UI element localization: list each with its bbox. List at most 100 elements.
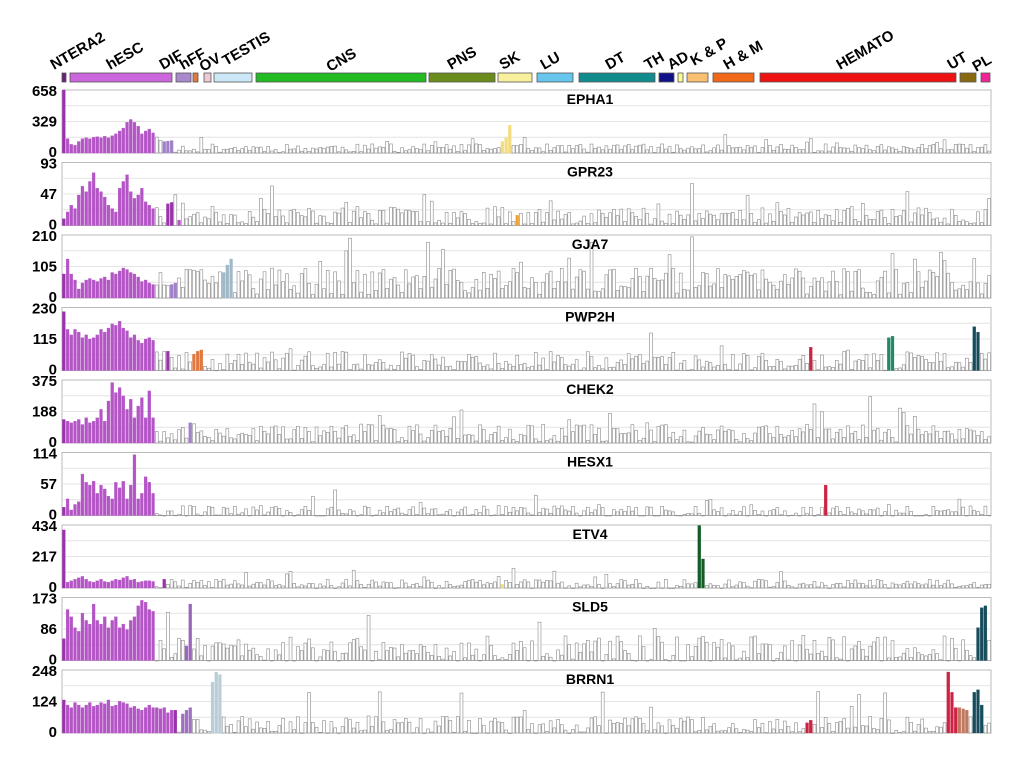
bar bbox=[931, 506, 936, 516]
bar bbox=[214, 282, 218, 299]
bar bbox=[645, 360, 650, 371]
expression-panels: 6583290EPHA193470GPR232101050GJA72301150… bbox=[32, 83, 992, 741]
bar bbox=[166, 351, 170, 371]
bar bbox=[69, 144, 73, 154]
bar bbox=[407, 425, 412, 444]
bar bbox=[433, 644, 438, 661]
bar bbox=[630, 659, 635, 662]
bar bbox=[500, 288, 505, 299]
bar bbox=[537, 441, 542, 444]
bar bbox=[623, 221, 627, 226]
bar bbox=[103, 703, 107, 734]
bar bbox=[727, 642, 731, 661]
bar bbox=[340, 582, 345, 589]
bar bbox=[983, 725, 988, 734]
bar bbox=[753, 221, 757, 226]
bar bbox=[489, 720, 493, 734]
bar bbox=[719, 213, 724, 226]
bar bbox=[604, 732, 609, 734]
bar bbox=[277, 725, 282, 734]
bar bbox=[210, 440, 215, 444]
bar bbox=[526, 729, 531, 734]
bar bbox=[649, 429, 653, 444]
bar bbox=[95, 188, 99, 226]
bar bbox=[203, 216, 207, 226]
bar bbox=[593, 716, 598, 734]
bar bbox=[571, 431, 575, 444]
bars-epha1 bbox=[62, 89, 991, 154]
bar bbox=[842, 147, 846, 154]
bar bbox=[337, 363, 341, 371]
bar bbox=[801, 582, 806, 589]
bar bbox=[641, 291, 646, 299]
bar bbox=[329, 146, 334, 154]
bar bbox=[742, 506, 746, 516]
bar bbox=[682, 429, 687, 444]
tissue-label-ut: UT bbox=[945, 49, 971, 74]
bar bbox=[266, 511, 270, 516]
bar bbox=[311, 441, 315, 444]
bar bbox=[314, 515, 319, 517]
bar bbox=[325, 270, 330, 299]
gene-title: SLD5 bbox=[572, 599, 608, 615]
bar bbox=[99, 484, 103, 516]
bar bbox=[73, 627, 77, 661]
bar bbox=[381, 362, 386, 371]
y-tick-label: 0 bbox=[49, 507, 57, 524]
bar bbox=[671, 511, 676, 516]
bar bbox=[426, 221, 430, 226]
bar bbox=[541, 151, 545, 154]
bar bbox=[299, 359, 304, 371]
bar bbox=[916, 515, 921, 517]
bar bbox=[62, 638, 66, 661]
bar bbox=[842, 351, 846, 371]
bar bbox=[485, 635, 490, 661]
bar bbox=[233, 360, 237, 371]
bar bbox=[377, 691, 382, 734]
bar bbox=[526, 512, 531, 516]
bar bbox=[80, 186, 85, 226]
bar bbox=[909, 148, 913, 154]
bar bbox=[415, 275, 419, 299]
bar bbox=[106, 137, 111, 154]
bar bbox=[292, 582, 297, 589]
bar bbox=[835, 431, 839, 444]
bar bbox=[939, 360, 943, 371]
bar bbox=[816, 437, 820, 444]
bar bbox=[664, 732, 668, 734]
bar bbox=[218, 580, 222, 589]
bar bbox=[329, 223, 334, 226]
bar bbox=[448, 428, 453, 444]
bar bbox=[816, 586, 820, 589]
tissue-label-ntera2: NTERA2 bbox=[48, 29, 108, 74]
bar bbox=[783, 720, 787, 734]
bar bbox=[136, 708, 140, 734]
bar bbox=[638, 440, 642, 444]
bar bbox=[325, 732, 330, 734]
bar bbox=[593, 290, 598, 299]
bar bbox=[671, 587, 676, 589]
bar bbox=[504, 437, 508, 444]
bar bbox=[132, 273, 137, 299]
bar bbox=[385, 582, 389, 589]
bar bbox=[392, 429, 397, 444]
bar bbox=[262, 514, 267, 516]
bar bbox=[626, 725, 631, 734]
bar bbox=[690, 441, 694, 444]
bar bbox=[671, 655, 676, 661]
bar bbox=[667, 719, 672, 734]
bar bbox=[247, 210, 252, 226]
bar bbox=[905, 506, 910, 516]
bar bbox=[121, 127, 125, 154]
bar bbox=[779, 651, 783, 661]
bar bbox=[864, 513, 869, 516]
bar bbox=[846, 271, 850, 299]
bar bbox=[121, 481, 125, 516]
bar bbox=[281, 585, 285, 589]
bar bbox=[608, 269, 612, 299]
bar bbox=[626, 506, 631, 516]
bar bbox=[534, 438, 538, 444]
bar bbox=[656, 280, 661, 299]
bar bbox=[411, 146, 415, 154]
bar bbox=[530, 425, 534, 444]
